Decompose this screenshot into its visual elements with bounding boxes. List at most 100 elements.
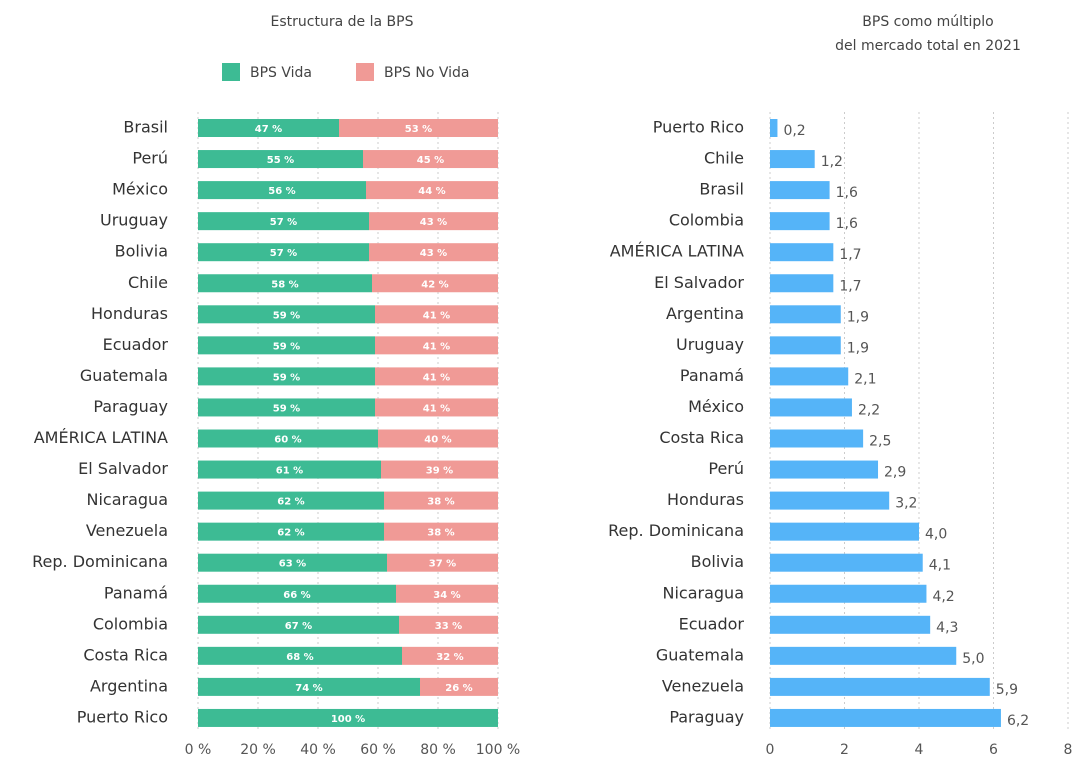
x-tick-label: 20 % <box>240 742 276 758</box>
bar <box>770 584 927 603</box>
bar <box>770 491 890 510</box>
bar-segment <box>198 584 396 603</box>
bar <box>770 429 864 448</box>
bar-segment <box>384 491 498 510</box>
value-label: 59 % <box>273 341 300 352</box>
bar-segment <box>198 336 375 355</box>
value-label: 55 % <box>267 155 294 166</box>
value-label: 57 % <box>270 248 297 259</box>
category-label: Bolivia <box>691 552 744 571</box>
category-label: Puerto Rico <box>77 707 168 726</box>
value-label: 1,9 <box>847 340 869 356</box>
value-label: 40 % <box>424 435 451 446</box>
value-label: 68 % <box>286 652 313 663</box>
category-label: Ecuador <box>679 614 745 633</box>
value-label: 67 % <box>285 621 312 632</box>
category-label: Paraguay <box>93 397 168 416</box>
value-label: 2,1 <box>854 371 876 387</box>
value-label: 59 % <box>273 372 300 383</box>
value-label: 2,5 <box>869 434 891 450</box>
value-label: 4,1 <box>929 558 951 574</box>
bar-segment <box>369 212 498 231</box>
bar-segment <box>198 274 372 293</box>
bar <box>770 274 834 293</box>
value-label: 42 % <box>421 279 448 290</box>
category-label: Rep. Dominicana <box>32 552 168 571</box>
bar <box>770 305 841 324</box>
bar-segment <box>375 398 498 417</box>
bar-segment <box>198 119 339 137</box>
value-label: 34 % <box>433 590 460 601</box>
x-tick-label: 100 % <box>476 742 520 758</box>
x-tick-label: 6 <box>989 742 998 758</box>
bar-segment <box>198 181 366 200</box>
bar-segment <box>384 522 498 541</box>
category-label: Chile <box>128 273 168 292</box>
value-label: 43 % <box>420 248 447 259</box>
value-label: 61 % <box>276 466 303 477</box>
bar <box>770 150 815 169</box>
bar-segment <box>375 367 498 386</box>
bar-segment <box>198 305 375 324</box>
value-label: 1,7 <box>839 278 861 294</box>
bar <box>770 119 778 137</box>
value-label: 1,6 <box>836 216 858 232</box>
bar <box>770 398 852 417</box>
value-label: 58 % <box>271 279 298 290</box>
category-label: Honduras <box>91 304 168 323</box>
chart-title: Estructura de la BPS <box>271 14 414 30</box>
value-label: 66 % <box>283 590 310 601</box>
value-label: 56 % <box>268 186 295 197</box>
category-label: Venezuela <box>86 521 168 540</box>
bar-segment <box>381 460 498 479</box>
value-label: 44 % <box>418 186 445 197</box>
category-label: Guatemala <box>80 366 168 385</box>
bar-segment <box>198 646 402 665</box>
value-label: 26 % <box>445 683 472 694</box>
bar-segment <box>198 491 384 510</box>
bar-segment <box>198 367 375 386</box>
category-label: Costa Rica <box>83 645 168 664</box>
category-label: Guatemala <box>656 645 744 664</box>
bar <box>770 336 841 355</box>
bar <box>770 212 830 231</box>
value-label: 6,2 <box>1007 713 1029 729</box>
legend-swatch <box>356 63 374 81</box>
bar <box>770 460 879 479</box>
bar <box>770 615 931 634</box>
bar-segment <box>375 336 498 355</box>
bar <box>770 646 957 665</box>
category-label: Rep. Dominicana <box>608 521 744 540</box>
value-label: 5,0 <box>962 651 984 667</box>
bar-segment <box>420 677 498 696</box>
value-label: 4,2 <box>932 589 954 605</box>
value-label: 63 % <box>279 559 306 570</box>
value-label: 53 % <box>405 124 432 135</box>
value-label: 4,0 <box>925 527 947 543</box>
category-label: Costa Rica <box>659 428 744 447</box>
bar <box>770 522 919 541</box>
bar-segment <box>378 429 498 448</box>
bar-segment <box>198 460 381 479</box>
value-label: 60 % <box>274 435 301 446</box>
category-label: Uruguay <box>676 335 744 354</box>
category-label: AMÉRICA LATINA <box>34 428 168 447</box>
category-label: Colombia <box>93 614 168 633</box>
x-tick-label: 0 % <box>185 742 212 758</box>
value-label: 43 % <box>420 217 447 228</box>
value-label: 38 % <box>427 528 454 539</box>
category-label: Puerto Rico <box>653 118 744 137</box>
category-label: Ecuador <box>103 335 169 354</box>
category-label: México <box>688 397 744 416</box>
value-label: 37 % <box>429 559 456 570</box>
bar-segment <box>198 150 363 169</box>
category-label: Panamá <box>104 583 168 602</box>
value-label: 1,7 <box>839 247 861 263</box>
chart-title: del mercado total en 2021 <box>835 38 1021 54</box>
value-label: 59 % <box>273 403 300 414</box>
bar <box>770 181 830 200</box>
bar <box>770 553 923 572</box>
x-tick-label: 2 <box>840 742 849 758</box>
bar-segment <box>402 646 498 665</box>
